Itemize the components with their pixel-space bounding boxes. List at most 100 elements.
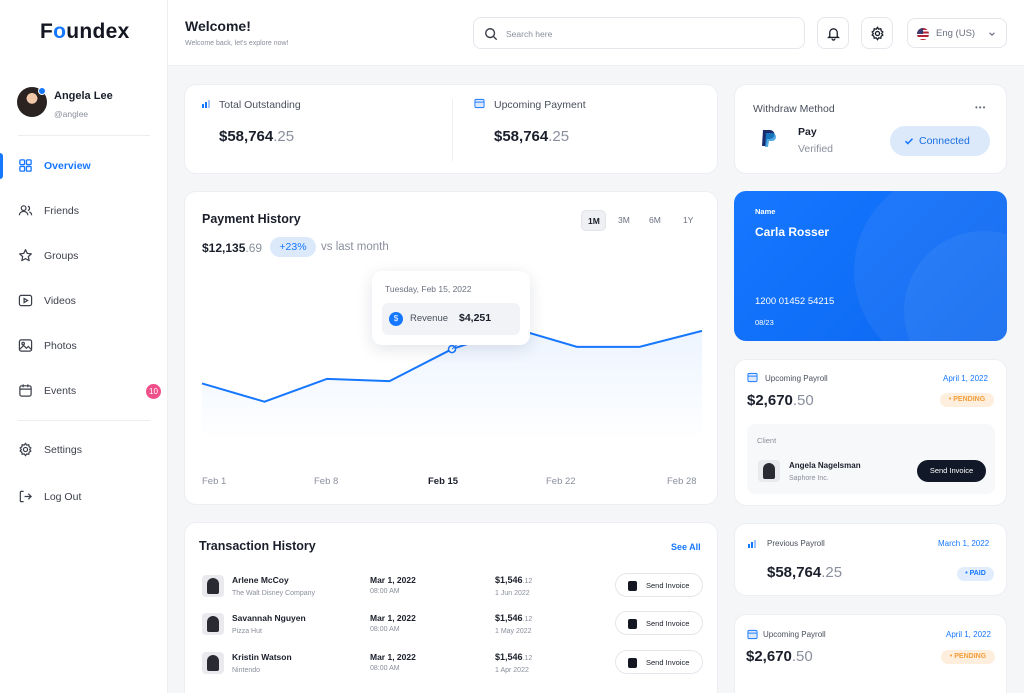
users-icon	[18, 205, 33, 216]
transaction-amount: $1,546.12	[495, 652, 533, 662]
summary-divider	[452, 99, 453, 161]
send-invoice-label: Send Invoice	[646, 581, 690, 590]
previous-payroll-date: March 1, 2022	[938, 539, 990, 548]
search-placeholder: Search here	[506, 29, 553, 39]
send-invoice-button[interactable]: Send Invoice	[917, 460, 986, 482]
period-tab-6m[interactable]: 6M	[649, 215, 661, 225]
connected-button[interactable]: Connected	[890, 126, 990, 156]
upcoming-payroll-date: April 1, 2022	[943, 374, 988, 383]
grid-icon	[19, 159, 32, 172]
dollar-icon: $	[389, 312, 403, 326]
change-badge: +23%	[270, 237, 316, 257]
send-invoice-label: Send Invoice	[646, 658, 690, 667]
sidebar-item-label: Friends	[44, 205, 80, 217]
bar-chart-icon	[202, 100, 210, 108]
summary-card: Total Outstanding $58,764.25 Upcoming Pa…	[184, 84, 718, 174]
invoice-icon	[628, 619, 637, 629]
gear-icon	[19, 442, 32, 457]
sidebar-divider	[18, 135, 150, 136]
sidebar-item-events[interactable]: Events 10	[0, 378, 167, 404]
upcoming-payroll-label: Upcoming Payroll	[763, 630, 826, 639]
upcoming-payroll-amount: $2,670.50	[747, 392, 814, 409]
sidebar-item-logout[interactable]: Log Out	[0, 484, 167, 510]
transaction-name: Kristin Watson	[232, 652, 292, 662]
sidebar-item-overview[interactable]: Overview	[0, 153, 167, 179]
compare-text: vs last month	[321, 241, 389, 253]
search-icon	[485, 28, 498, 41]
search-input[interactable]: Search here	[473, 17, 805, 49]
client-name: Angela Nagelsman	[789, 461, 861, 470]
payment-history-amount: $12,135.69	[202, 241, 263, 255]
sidebar-item-label: Log Out	[44, 491, 82, 503]
calendar-icon	[474, 98, 485, 109]
online-indicator	[38, 87, 46, 95]
top-header: Welcome! Welcome back, let's explore now…	[168, 0, 1024, 66]
see-all-link[interactable]: See All	[671, 542, 701, 552]
user-name: Angela Lee	[54, 90, 113, 102]
brand-logo[interactable]: Foundex	[40, 20, 130, 43]
sidebar-item-friends[interactable]: Friends	[0, 198, 167, 224]
invoice-icon	[628, 658, 637, 668]
star-icon	[19, 249, 32, 262]
transaction-date: Mar 1, 2022	[370, 575, 416, 585]
user-handle: @anglee	[54, 109, 89, 119]
transaction-name: Savannah Nguyen	[232, 613, 306, 623]
status-badge: • PENDING	[941, 650, 995, 664]
card-decoration	[854, 191, 1007, 341]
chevron-down-icon	[989, 32, 995, 37]
card-expiry: 08/23	[755, 318, 774, 327]
language-select[interactable]: Eng (US)	[907, 18, 1007, 48]
send-invoice-button[interactable]: Send Invoice	[615, 573, 703, 597]
bar-chart-icon	[748, 540, 756, 548]
transaction-date: Mar 1, 2022	[370, 613, 416, 623]
x-axis-label: Feb 8	[314, 476, 339, 487]
send-invoice-button[interactable]: Send Invoice	[615, 650, 703, 674]
card-number: 1200 01452 54215	[755, 296, 835, 307]
sidebar-item-groups[interactable]: Groups	[0, 243, 167, 269]
period-tab-1y[interactable]: 1Y	[683, 215, 694, 225]
sidebar-item-photos[interactable]: Photos	[0, 333, 167, 359]
avatar	[202, 652, 224, 674]
transaction-due-date: 1 May 2022	[495, 628, 532, 635]
chart-tooltip: Tuesday, Feb 15, 2022 $ Revenue $4,251	[372, 271, 530, 345]
payment-card[interactable]: Name Carla Rosser 1200 01452 54215 08/23	[734, 191, 1007, 341]
x-axis-label: Feb 28	[667, 476, 697, 487]
card-name-label: Name	[755, 207, 776, 216]
transaction-date: Mar 1, 2022	[370, 652, 416, 662]
upcoming-payment-amount: $58,764.25	[494, 128, 570, 145]
transaction-company: Nintendo	[232, 667, 261, 674]
settings-button[interactable]	[861, 17, 893, 49]
send-invoice-button[interactable]: Send Invoice	[615, 611, 703, 635]
transaction-history-card: Transaction History See All Arlene McCoy…	[184, 522, 718, 693]
upcoming-payroll-date: April 1, 2022	[946, 630, 991, 639]
notifications-button[interactable]	[817, 17, 849, 49]
withdraw-method-name: Pay	[798, 126, 817, 138]
transaction-history-title: Transaction History	[199, 539, 316, 553]
sidebar-item-settings[interactable]: Settings	[0, 437, 167, 463]
card-holder-name: Carla Rosser	[755, 225, 830, 239]
language-label: Eng (US)	[936, 28, 976, 39]
check-icon	[904, 138, 914, 145]
transaction-company: The Walt Disney Company	[232, 590, 315, 597]
transaction-due-date: 1 Apr 2022	[495, 667, 529, 674]
tooltip-value: $4,251	[459, 312, 492, 324]
calendar-icon	[19, 384, 32, 397]
sidebar-item-label: Photos	[44, 340, 77, 352]
tooltip-label: Revenue	[410, 313, 449, 324]
period-tab-1m[interactable]: 1M	[581, 210, 606, 231]
transaction-amount: $1,546.12	[495, 575, 533, 585]
period-tab-3m[interactable]: 3M	[618, 215, 630, 225]
us-flag-icon	[917, 28, 929, 40]
more-options-icon[interactable]: •••	[975, 103, 987, 112]
upcoming-payment-label: Upcoming Payment	[494, 99, 586, 111]
client-company: Saphore Inc.	[789, 475, 829, 482]
calendar-icon	[747, 372, 758, 383]
transaction-time: 08:00 AM	[370, 588, 400, 595]
avatar	[202, 613, 224, 635]
sidebar-item-videos[interactable]: Videos	[0, 288, 167, 314]
sidebar-item-label: Overview	[44, 160, 91, 172]
sidebar-item-label: Settings	[44, 444, 82, 456]
avatar	[202, 575, 224, 597]
calendar-icon	[747, 629, 758, 640]
image-icon	[18, 339, 33, 352]
